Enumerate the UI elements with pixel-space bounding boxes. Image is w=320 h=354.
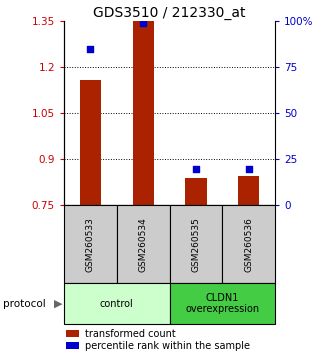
Point bbox=[141, 20, 146, 26]
Title: GDS3510 / 212330_at: GDS3510 / 212330_at bbox=[93, 6, 246, 20]
Bar bbox=[238, 176, 260, 205]
Text: GSM260533: GSM260533 bbox=[86, 217, 95, 272]
Point bbox=[246, 166, 252, 171]
Bar bbox=[66, 342, 79, 349]
Bar bbox=[64, 283, 170, 324]
Bar bbox=[80, 80, 101, 205]
Point bbox=[88, 46, 93, 52]
Text: GSM260534: GSM260534 bbox=[139, 217, 148, 272]
Text: transformed count: transformed count bbox=[85, 329, 176, 339]
Text: CLDN1
overexpression: CLDN1 overexpression bbox=[185, 293, 260, 314]
Bar bbox=[222, 205, 275, 283]
Point bbox=[194, 166, 199, 171]
Text: control: control bbox=[100, 298, 134, 309]
Text: percentile rank within the sample: percentile rank within the sample bbox=[85, 341, 250, 351]
Bar bbox=[64, 205, 117, 283]
Bar bbox=[170, 205, 222, 283]
Bar bbox=[117, 205, 170, 283]
Bar bbox=[133, 21, 154, 205]
Text: GSM260536: GSM260536 bbox=[244, 217, 253, 272]
Text: protocol: protocol bbox=[3, 298, 46, 309]
Bar bbox=[186, 178, 207, 205]
Bar bbox=[66, 330, 79, 337]
Text: ▶: ▶ bbox=[54, 298, 63, 309]
Text: GSM260535: GSM260535 bbox=[191, 217, 201, 272]
Bar bbox=[170, 283, 275, 324]
